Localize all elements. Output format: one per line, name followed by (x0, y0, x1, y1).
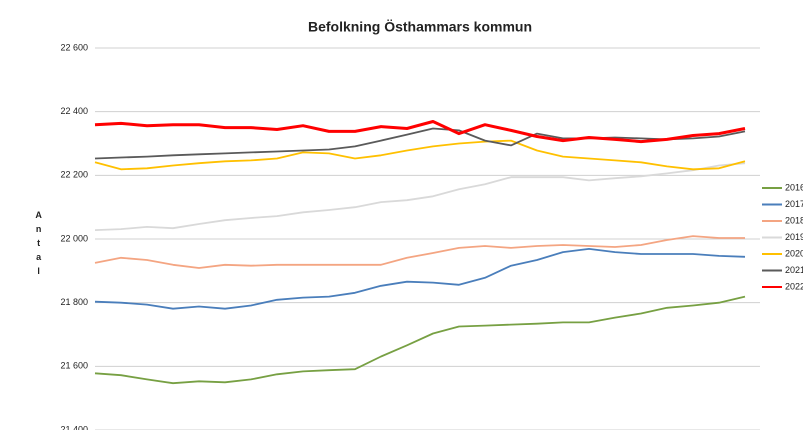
legend-label: 2021 (785, 265, 803, 275)
y-tick-label: 22 600 (60, 42, 88, 52)
y-tick-label: 22 400 (60, 106, 88, 116)
y-axis-title: Antal (34, 210, 44, 280)
series-line (94, 247, 746, 310)
y-tick-label: 22 200 (60, 170, 88, 180)
y-tick-label: 21 800 (60, 297, 88, 307)
series-line (94, 139, 746, 171)
legend-label: 2016 (785, 182, 803, 192)
legend-label: 2020 (785, 248, 803, 258)
y-tick-label: 21 400 (60, 424, 88, 430)
series-line (94, 295, 746, 385)
series-line (94, 120, 746, 144)
legend-label: 2017 (785, 199, 803, 209)
series-line (94, 235, 745, 269)
legend-label: 2019 (785, 232, 803, 242)
y-tick-label: 22 000 (60, 233, 88, 243)
y-tick-label: 21 600 (60, 361, 88, 371)
legend-label: 2022 (785, 281, 803, 291)
series-line (94, 162, 746, 231)
series-line (94, 127, 746, 160)
chart-title: Befolkning Östhammars kommun (308, 19, 532, 35)
legend-label: 2018 (785, 215, 803, 225)
